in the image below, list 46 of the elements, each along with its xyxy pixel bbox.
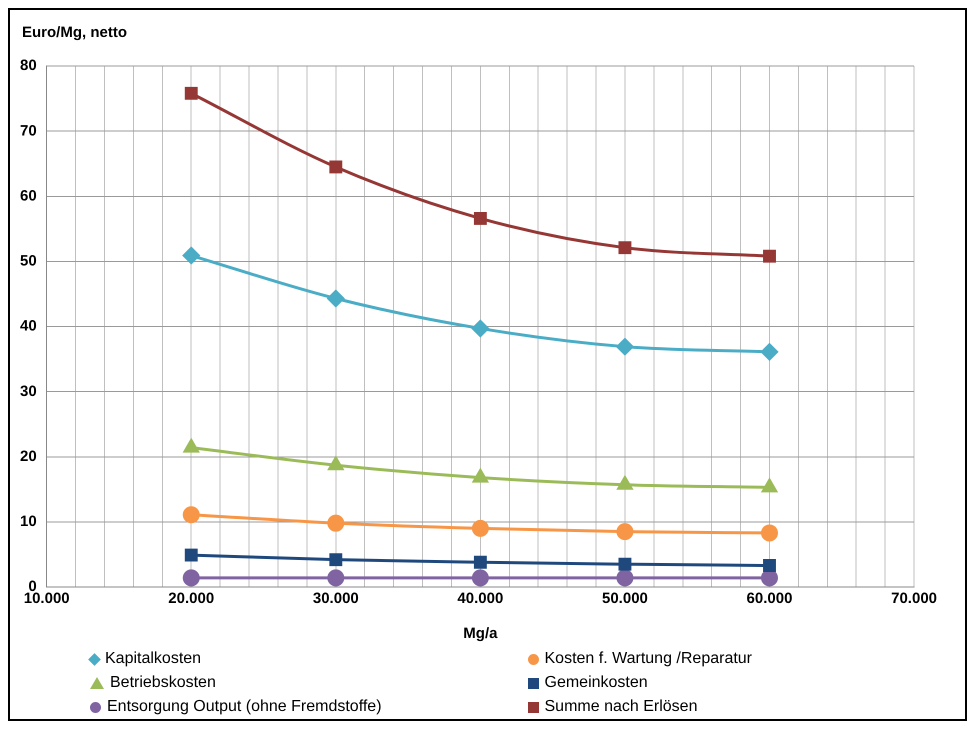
y-tick-label: 70 [20,122,37,140]
legend-label: Summe nach Erlösen [544,698,698,716]
point [618,558,632,571]
point [184,548,198,562]
x-tick-label: 60.000 [746,590,792,608]
point [182,247,200,264]
point [329,553,342,566]
point [474,556,487,569]
point [327,514,344,532]
y-tick-label: 10 [20,513,37,530]
x-tick-label: 50.000 [602,590,648,608]
x-tick-label: 30.000 [312,590,359,608]
y-tick-label: 50 [20,252,37,270]
point [616,523,634,540]
point [182,506,200,524]
point [327,290,344,307]
point [763,559,776,572]
legend-label: Entsorgung Output (ohne Fremdstoffe) [107,698,382,716]
x-tick-label: 40.000 [457,590,504,608]
y-tick-label: 60 [20,187,37,204]
point [472,569,489,586]
point [618,241,632,254]
point [474,212,487,225]
point [182,569,200,586]
x-tick-label: 20.000 [168,590,214,608]
point [472,320,489,337]
legend-label: Kosten f. Wartung /Reparatur [544,650,752,668]
legend-label: Gemeinkosten [544,674,648,692]
y-tick-label: 40 [20,318,37,335]
y-axis-title: Euro/Mg, netto [21,23,128,41]
legend-label: Betriebskosten [110,674,216,692]
x-tick-label: 70.000 [891,590,938,608]
point [763,250,776,263]
point [761,524,778,542]
point [329,160,342,174]
legend-label: Kapitalkosten [105,650,202,668]
point [472,520,489,537]
point [616,338,634,356]
point [184,86,198,100]
y-tick-label: 80 [20,57,37,74]
y-tick-label: 30 [20,382,37,400]
x-axis-title: Mg/a [463,625,498,642]
y-tick-label: 20 [20,448,37,465]
point [327,569,344,586]
point [761,343,778,360]
point [616,569,634,586]
